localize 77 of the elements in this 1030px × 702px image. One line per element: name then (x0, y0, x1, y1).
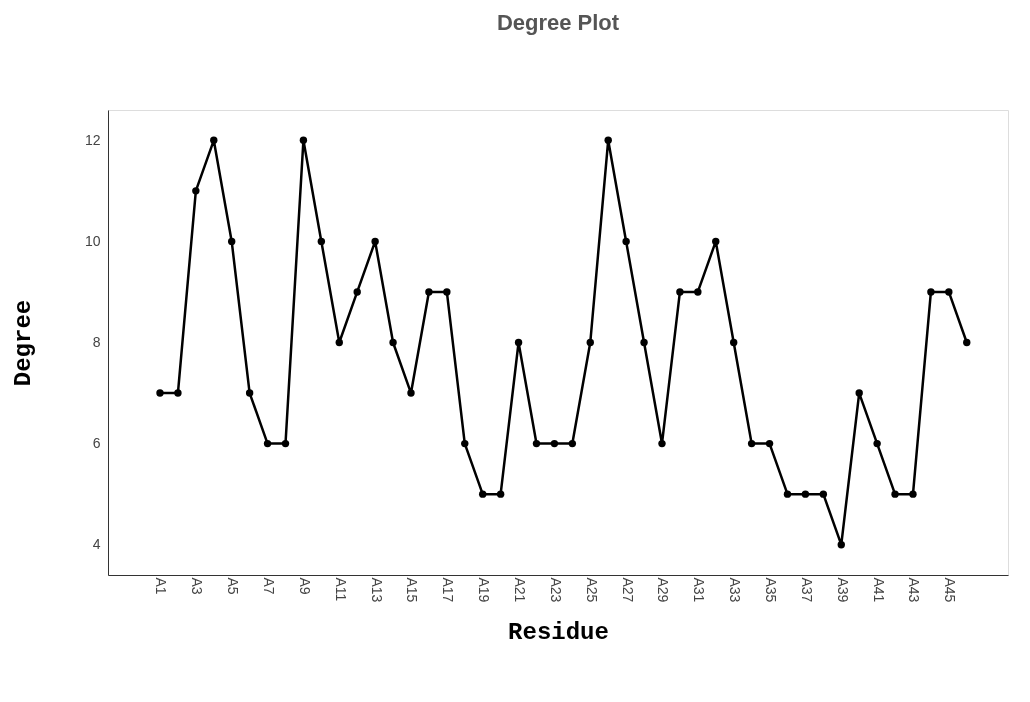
y-tick-label: 6 (92, 435, 101, 452)
point (425, 288, 433, 296)
point (586, 338, 594, 347)
point (478, 490, 487, 498)
point (353, 288, 361, 296)
y-tick-label: 4 (92, 536, 101, 553)
x-axis-title: Residue (508, 619, 609, 647)
point (837, 540, 845, 549)
x-tick-label: A41 (870, 577, 887, 603)
x-tick-label: A5 (225, 577, 242, 595)
point (174, 389, 182, 397)
point (407, 389, 415, 397)
point (245, 389, 254, 397)
x-tick-label: A33 (727, 577, 744, 603)
x-tick-label: A45 (942, 577, 959, 603)
x-tick-label: A19 (476, 577, 493, 603)
x-tick-label: A31 (691, 577, 708, 603)
point (550, 439, 559, 448)
point (658, 439, 666, 448)
point (604, 136, 612, 145)
x-tick-label: A29 (655, 577, 672, 603)
x-tick-label: A13 (368, 577, 385, 603)
point (371, 237, 379, 246)
x-tick-label: A43 (906, 577, 923, 603)
x-tick-label: A39 (834, 577, 851, 603)
y-axis-title: Degree (9, 299, 37, 387)
point (389, 338, 397, 347)
point (210, 136, 218, 145)
x-tick-label: A1 (153, 577, 170, 595)
point (299, 136, 308, 145)
point (891, 490, 899, 498)
point (729, 338, 738, 347)
x-tick-label: A35 (763, 577, 780, 603)
point (873, 439, 881, 448)
point (335, 338, 343, 347)
point (192, 187, 200, 195)
y-tick-label: 8 (92, 334, 101, 350)
x-tick-label: A17 (440, 577, 457, 603)
y-tick-label: 12 (84, 131, 101, 148)
point (496, 490, 505, 498)
point (443, 288, 451, 296)
point (927, 288, 935, 296)
x-tick-label: A23 (547, 577, 564, 603)
point (263, 439, 272, 448)
point (228, 237, 236, 246)
x-tick-label: A3 (189, 577, 206, 595)
x-tick-label: A27 (619, 577, 636, 603)
point (281, 439, 290, 448)
point (801, 490, 810, 498)
x-tick-label: A9 (296, 577, 313, 595)
point (640, 338, 648, 347)
point (819, 490, 828, 498)
point (855, 389, 863, 397)
point (783, 490, 792, 498)
point (676, 288, 684, 296)
point (747, 439, 756, 448)
chart-title: Degree Plot (496, 10, 620, 35)
point (568, 439, 577, 448)
point (514, 338, 523, 347)
point (694, 288, 702, 296)
x-tick-label: A25 (583, 577, 600, 603)
point (622, 237, 630, 246)
x-tick-label: A15 (404, 577, 421, 603)
point (532, 439, 541, 448)
x-tick-label: A21 (512, 577, 529, 603)
point (461, 439, 469, 448)
x-tick-label: A11 (332, 577, 349, 602)
point (909, 490, 917, 498)
x-tick-label: A37 (798, 577, 815, 603)
y-tick-label: 10 (84, 232, 101, 249)
point (963, 338, 971, 347)
point (945, 288, 953, 296)
point (317, 237, 326, 246)
point (156, 389, 164, 397)
point (765, 439, 774, 448)
point (712, 237, 720, 246)
x-tick-label: A7 (261, 577, 278, 595)
